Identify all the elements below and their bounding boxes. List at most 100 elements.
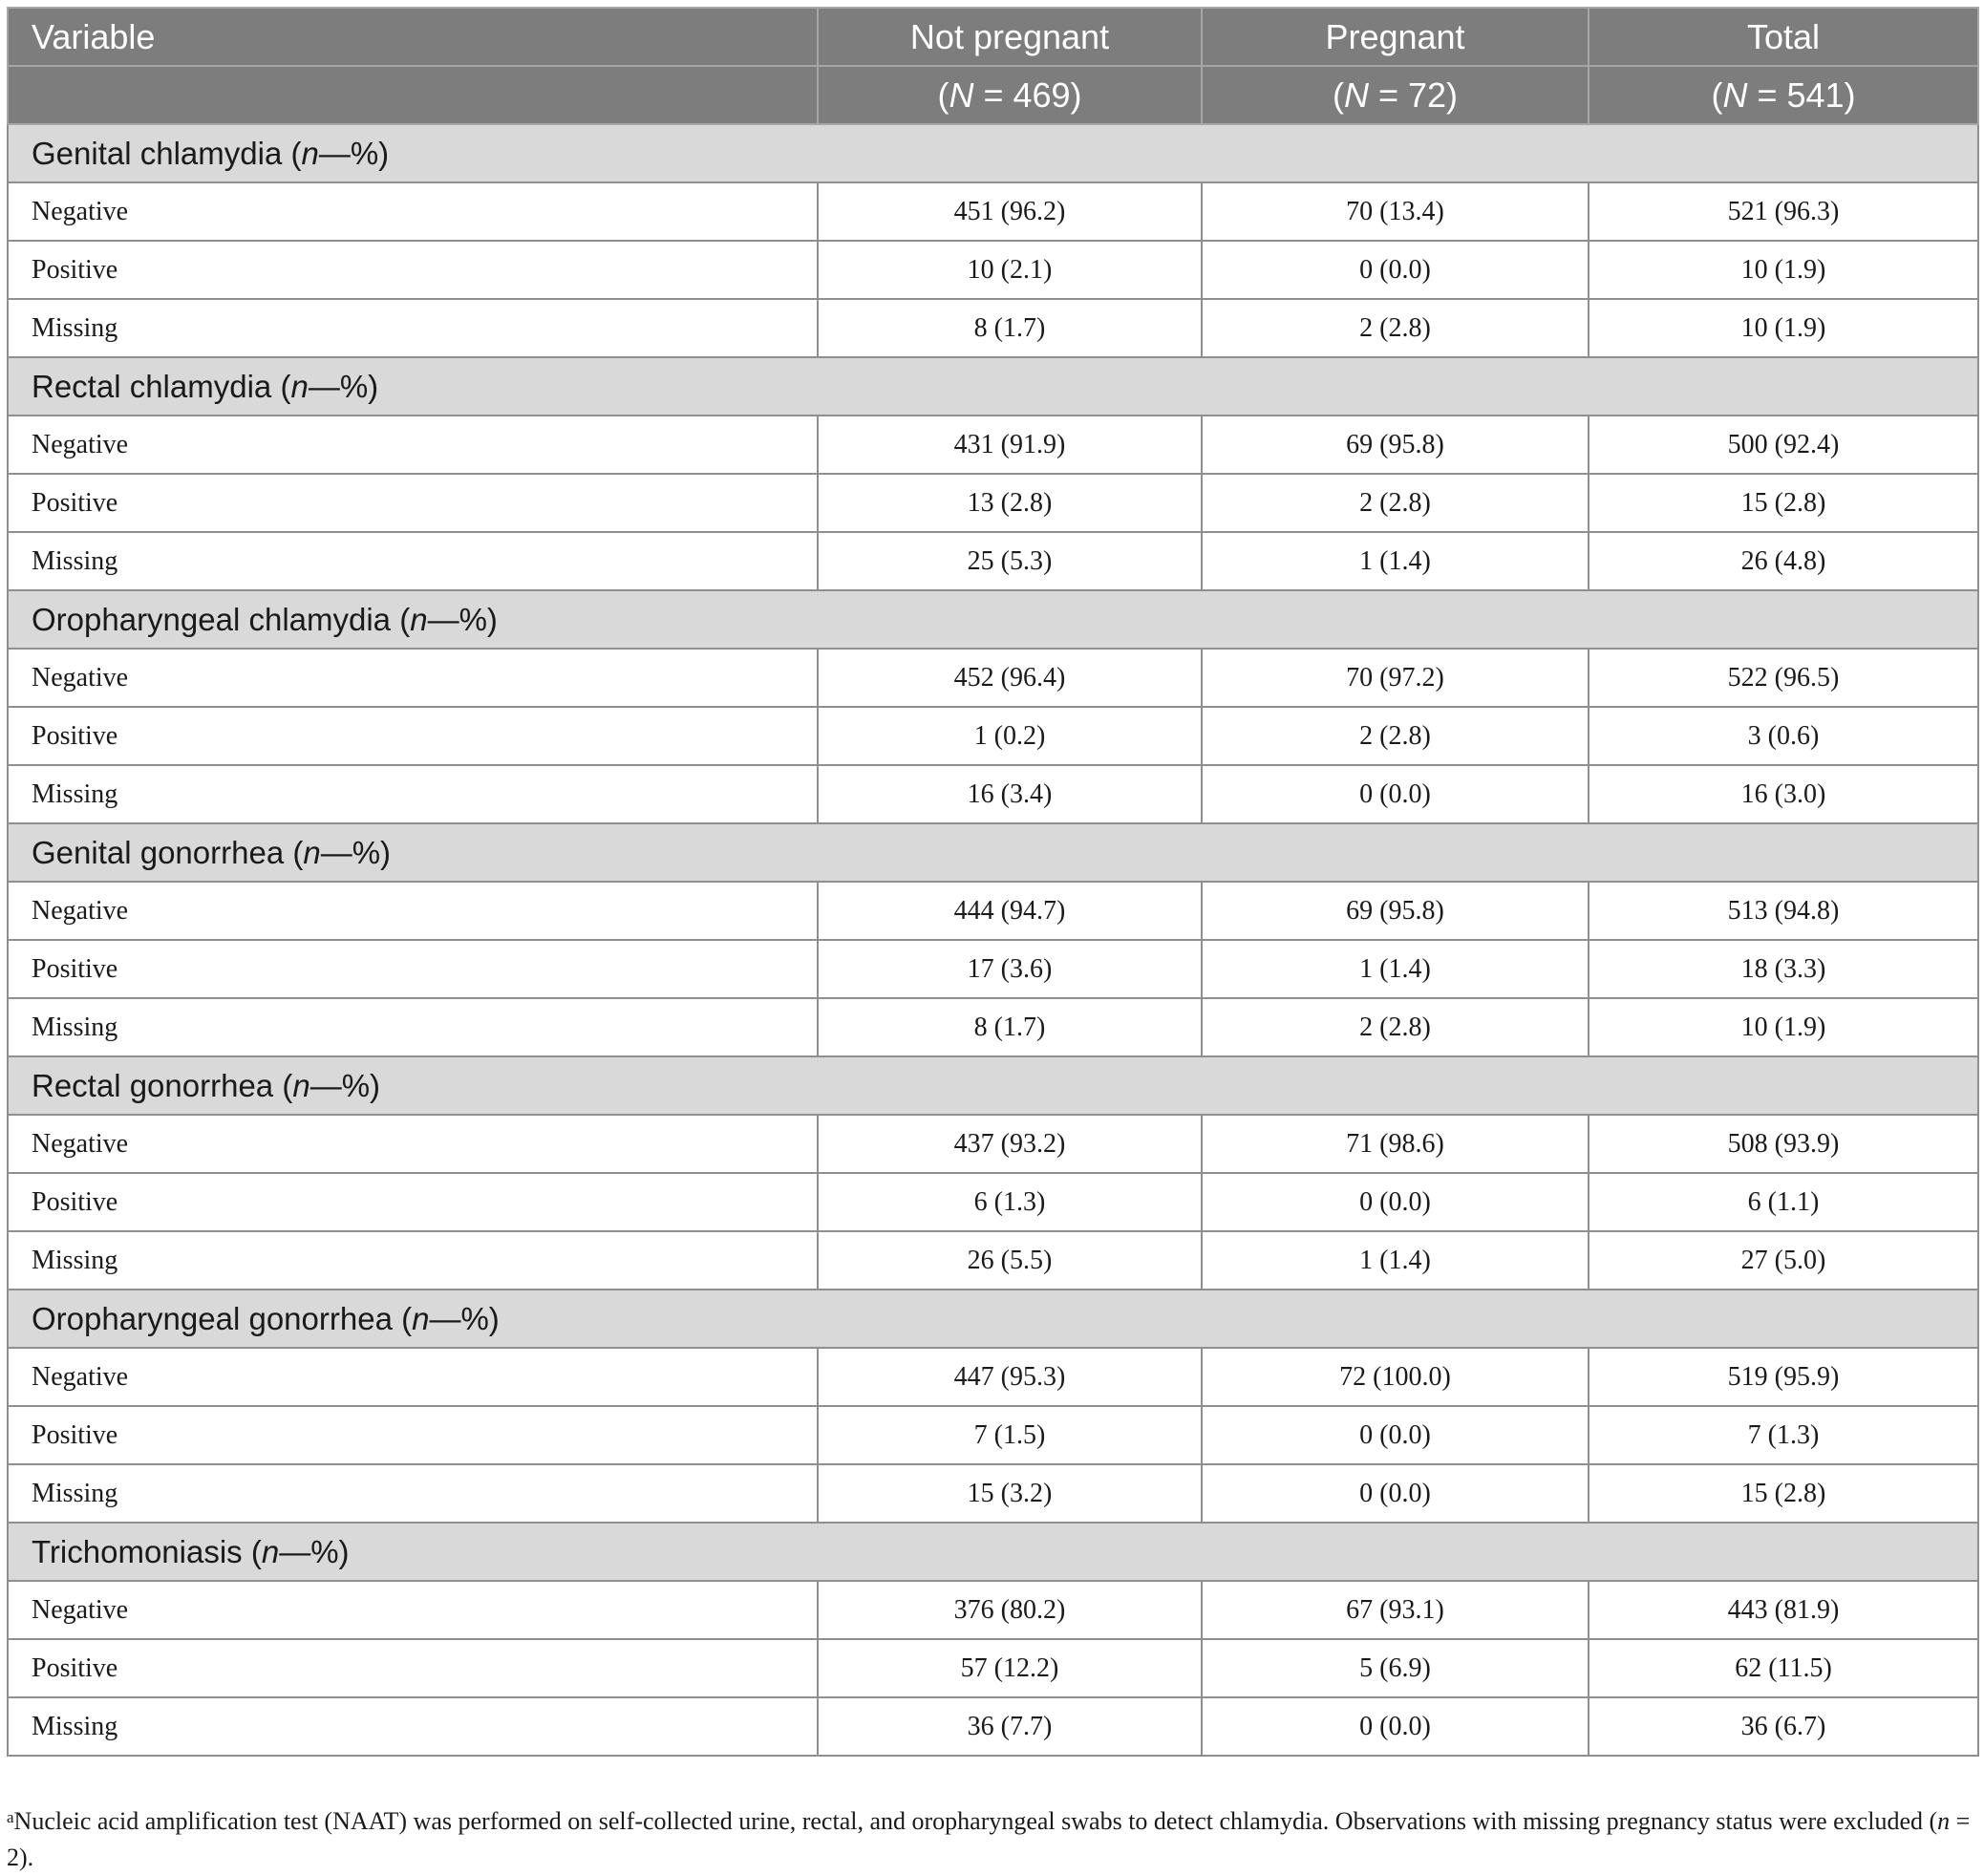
cell-pregnant: 0 (0.0): [1201, 1405, 1589, 1465]
section-unit-rest: —%): [427, 601, 498, 637]
section-header-row: Genital chlamydia (n—%): [7, 123, 1979, 183]
cell-total: 513 (94.8): [1588, 881, 1979, 941]
cell-not-pregnant: 16 (3.4): [817, 764, 1203, 824]
cell-pregnant: 69 (95.8): [1201, 415, 1589, 475]
cell-pregnant: 0 (0.0): [1201, 1463, 1589, 1524]
section-title: Genital gonorrhea (n—%): [7, 822, 1979, 883]
section-title-text: Rectal gonorrhea: [32, 1067, 274, 1103]
section-unit-n: n: [290, 368, 309, 404]
cell-not-pregnant: 6 (1.3): [817, 1172, 1203, 1232]
cell-total: 36 (6.7): [1588, 1696, 1979, 1757]
header-row-2: (N = 469) (N = 72) (N = 541): [7, 65, 1979, 125]
section-header-row: Rectal gonorrhea (n—%): [7, 1055, 1979, 1116]
cell-pregnant: 5 (6.9): [1201, 1638, 1589, 1698]
cell-pregnant: 2 (2.8): [1201, 298, 1589, 358]
section-unit-open: (: [284, 834, 304, 870]
table-row: Negative 431 (91.9) 69 (95.8) 500 (92.4): [7, 415, 1979, 475]
table-row: Positive 1 (0.2) 2 (2.8) 3 (0.6): [7, 706, 1979, 766]
table-row: Positive 10 (2.1) 0 (0.0) 10 (1.9): [7, 240, 1979, 300]
table-row: Missing 15 (3.2) 0 (0.0) 15 (2.8): [7, 1463, 1979, 1524]
footnote-marker: a: [7, 1808, 14, 1826]
section-unit-rest: —%): [429, 1300, 500, 1336]
row-label: Missing: [7, 1230, 819, 1290]
section-unit-open: (: [282, 135, 302, 171]
section-title-text: Rectal chlamydia: [32, 368, 272, 404]
cell-pregnant: 2 (2.8): [1201, 706, 1589, 766]
cell-not-pregnant: 25 (5.3): [817, 531, 1203, 591]
cell-pregnant: 67 (93.1): [1201, 1580, 1589, 1640]
row-label: Negative: [7, 881, 819, 941]
header-variable: Variable: [7, 7, 819, 67]
section-unit-n: n: [292, 1067, 310, 1103]
section-header-row: Oropharyngeal gonorrhea (n—%): [7, 1289, 1979, 1349]
row-label: Positive: [7, 1405, 819, 1465]
cell-pregnant: 72 (100.0): [1201, 1347, 1589, 1407]
header-pregnant: Pregnant: [1201, 7, 1589, 67]
row-label: Positive: [7, 1638, 819, 1698]
section-title: Rectal gonorrhea (n—%): [7, 1055, 1979, 1116]
cell-total: 27 (5.0): [1588, 1230, 1979, 1290]
section-title-text: Genital gonorrhea: [32, 834, 285, 870]
section-unit-open: (: [392, 1300, 413, 1336]
section-unit-open: (: [391, 601, 411, 637]
section-unit-n: n: [301, 135, 319, 171]
table-row: Negative 452 (96.4) 70 (97.2) 522 (96.5): [7, 648, 1979, 708]
cell-not-pregnant: 8 (1.7): [817, 997, 1203, 1057]
cell-pregnant: 71 (98.6): [1201, 1114, 1589, 1174]
table-row: Negative 437 (93.2) 71 (98.6) 508 (93.9): [7, 1114, 1979, 1174]
n-symbol: N: [1343, 75, 1369, 115]
cell-not-pregnant: 431 (91.9): [817, 415, 1203, 475]
header-empty-cell: [7, 65, 819, 125]
row-label: Negative: [7, 1347, 819, 1407]
section-unit-rest: —%): [308, 368, 379, 404]
cell-not-pregnant: 17 (3.6): [817, 939, 1203, 999]
table-row: Positive 13 (2.8) 2 (2.8) 15 (2.8): [7, 473, 1979, 533]
cell-total: 3 (0.6): [1588, 706, 1979, 766]
cell-pregnant: 1 (1.4): [1201, 531, 1589, 591]
cell-total: 62 (11.5): [1588, 1638, 1979, 1698]
n-value: = 469): [973, 75, 1082, 115]
row-label: Positive: [7, 473, 819, 533]
header-n-pregnant: (N = 72): [1201, 65, 1589, 125]
section-title: Genital chlamydia (n—%): [7, 123, 1979, 183]
cell-total: 10 (1.9): [1588, 997, 1979, 1057]
cell-total: 10 (1.9): [1588, 240, 1979, 300]
section-unit-rest: —%): [309, 1067, 381, 1103]
section-unit-n: n: [261, 1533, 280, 1569]
cell-total: 500 (92.4): [1588, 415, 1979, 475]
table-row: Positive 57 (12.2) 5 (6.9) 62 (11.5): [7, 1638, 1979, 1698]
row-label: Missing: [7, 298, 819, 358]
table-footnote: aNucleic acid amplification test (NAAT) …: [7, 1803, 1977, 1876]
table-row: Missing 25 (5.3) 1 (1.4) 26 (4.8): [7, 531, 1979, 591]
cell-not-pregnant: 8 (1.7): [817, 298, 1203, 358]
cell-not-pregnant: 437 (93.2): [817, 1114, 1203, 1174]
table-row: Missing 26 (5.5) 1 (1.4) 27 (5.0): [7, 1230, 1979, 1290]
section-title: Oropharyngeal chlamydia (n—%): [7, 589, 1979, 650]
cell-total: 519 (95.9): [1588, 1347, 1979, 1407]
cell-pregnant: 69 (95.8): [1201, 881, 1589, 941]
table-row: Missing 8 (1.7) 2 (2.8) 10 (1.9): [7, 997, 1979, 1057]
cell-pregnant: 70 (13.4): [1201, 181, 1589, 242]
section-title: Oropharyngeal gonorrhea (n—%): [7, 1289, 1979, 1349]
row-label: Positive: [7, 240, 819, 300]
results-table: Variable Not pregnant Pregnant Total (N …: [7, 7, 1979, 1757]
cell-pregnant: 0 (0.0): [1201, 1172, 1589, 1232]
cell-not-pregnant: 36 (7.7): [817, 1696, 1203, 1757]
header-not-pregnant: Not pregnant: [817, 7, 1203, 67]
cell-not-pregnant: 1 (0.2): [817, 706, 1203, 766]
cell-not-pregnant: 26 (5.5): [817, 1230, 1203, 1290]
table-header: Variable Not pregnant Pregnant Total (N …: [7, 7, 1979, 125]
cell-total: 15 (2.8): [1588, 1463, 1979, 1524]
section-header-row: Rectal chlamydia (n—%): [7, 356, 1979, 416]
cell-pregnant: 0 (0.0): [1201, 240, 1589, 300]
cell-not-pregnant: 452 (96.4): [817, 648, 1203, 708]
section-header-row: Genital gonorrhea (n—%): [7, 822, 1979, 883]
cell-total: 443 (81.9): [1588, 1580, 1979, 1640]
cell-total: 508 (93.9): [1588, 1114, 1979, 1174]
n-symbol: N: [949, 75, 974, 115]
section-unit-rest: —%): [279, 1533, 350, 1569]
footnote-tail: = 2).: [7, 1807, 1971, 1871]
cell-not-pregnant: 447 (95.3): [817, 1347, 1203, 1407]
cell-not-pregnant: 57 (12.2): [817, 1638, 1203, 1698]
table-body: Genital chlamydia (n—%) Negative 451 (96.2…: [7, 123, 1979, 1757]
